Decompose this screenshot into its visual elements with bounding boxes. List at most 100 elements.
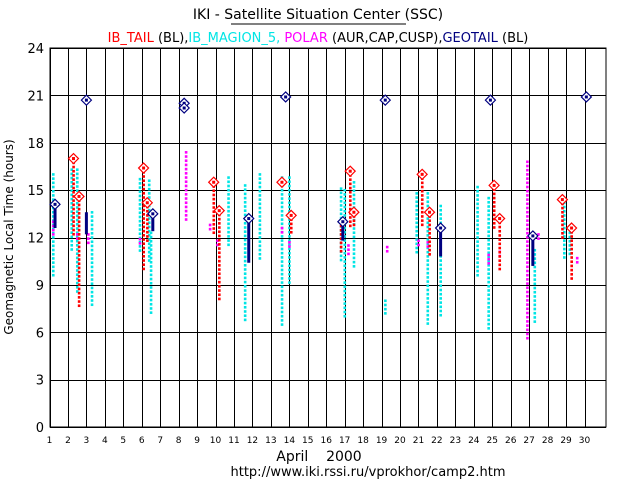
ib-magion-5-point — [280, 239, 284, 242]
ib-magion-5-point — [415, 221, 419, 225]
ib-magion-5-point — [147, 234, 151, 237]
ib-magion-5-point — [243, 242, 247, 246]
ib-tail-point — [561, 227, 564, 231]
ib-magion-5-point — [426, 192, 430, 195]
ib-tail-point — [146, 230, 149, 234]
ib-magion-5-point — [258, 252, 262, 256]
polar-point — [184, 176, 188, 179]
ib-tail-marker-center — [142, 166, 146, 170]
ib-magion-5-point — [288, 188, 291, 192]
ib-magion-5-point — [258, 215, 262, 218]
ib-magion-5-point — [487, 318, 490, 322]
ib-tail-point — [570, 273, 573, 276]
ib-tail-point — [420, 215, 424, 218]
ib-tail-point — [218, 276, 221, 280]
ib-magion-5-point — [476, 194, 479, 197]
ib-magion-5-point — [487, 264, 490, 267]
x-tick-label: 25 — [487, 436, 498, 446]
polar-point — [526, 244, 529, 248]
polar-point — [526, 336, 529, 340]
ib-magion-5-point — [280, 319, 284, 322]
ib-tail-point — [428, 253, 431, 256]
ib-tail-point — [492, 200, 496, 204]
ib-magion-5-point — [533, 307, 537, 311]
polar-point — [526, 231, 529, 235]
ib-magion-5-point — [70, 222, 74, 226]
ib-magion-5-point — [227, 193, 230, 196]
polar-point — [526, 164, 529, 168]
polar-point — [87, 233, 90, 236]
ib-magion-5-point — [533, 311, 537, 315]
ib-magion-5-point — [426, 309, 430, 313]
ib-tail-marker-center — [570, 226, 574, 230]
ib-magion-5-point — [90, 248, 94, 252]
ib-tail-point — [492, 226, 496, 229]
legend-geotail-suffix: (BL) — [498, 31, 528, 46]
ib-magion-5-point — [149, 269, 153, 272]
ib-magion-5-point — [149, 294, 153, 298]
ib-magion-5-point — [415, 196, 419, 199]
x-tick-label: 21 — [413, 436, 424, 446]
ib-magion-5-point — [75, 285, 79, 289]
polar-point — [184, 197, 188, 200]
ib-magion-5-point — [258, 240, 262, 243]
ib-tail-marker-center — [348, 169, 352, 173]
ib-magion-5-point — [70, 227, 74, 230]
ib-magion-5-point — [51, 244, 55, 248]
ib-tail-point — [77, 224, 81, 228]
ib-magion-5-point — [75, 243, 79, 247]
ib-magion-5-point — [51, 185, 55, 189]
ib-magion-5-point — [75, 222, 79, 226]
ib-magion-5-point — [90, 286, 94, 290]
ib-tail-point — [218, 264, 221, 267]
ib-magion-5-point — [339, 191, 343, 195]
ib-magion-5-point — [280, 277, 284, 280]
ib-tail-point — [72, 224, 75, 228]
ib-magion-5-point — [90, 219, 94, 223]
source-url[interactable]: http://www.iki.rssi.ru/vprokhor/camp2.ht… — [231, 465, 506, 480]
polar-point — [347, 248, 350, 251]
ib-magion-5-point — [227, 184, 230, 188]
ib-magion-5-point — [138, 249, 142, 252]
ib-magion-5-point — [227, 180, 230, 184]
ib-magion-5-point — [487, 280, 490, 284]
ib-magion-5-point — [476, 273, 479, 277]
ib-tail-point — [420, 206, 424, 210]
polar-point — [347, 244, 350, 247]
ib-tail-point — [349, 182, 352, 186]
ib-tail-point — [492, 217, 496, 221]
ib-magion-5-point — [288, 268, 291, 272]
ib-magion-5-point — [51, 269, 55, 273]
ib-magion-5-point — [339, 208, 343, 211]
ib-magion-5-point — [138, 194, 142, 198]
ib-magion-5-point — [227, 218, 230, 221]
ib-magion-5-point — [426, 301, 430, 304]
x-tick-label: 30 — [579, 436, 591, 446]
ib-magion-5-point — [280, 247, 284, 251]
polar-point — [526, 168, 529, 172]
polar-point — [526, 227, 529, 231]
polar-point — [208, 227, 212, 231]
ib-tail-point — [218, 226, 221, 229]
polar-point — [51, 224, 55, 228]
ib-magion-5-point — [138, 207, 142, 210]
ib-magion-5-point — [476, 248, 479, 252]
ib-tail-point — [77, 296, 81, 299]
polar-point — [526, 261, 529, 264]
ib-magion-5-point — [149, 235, 153, 239]
x-tick-label: 6 — [139, 436, 145, 446]
ib-magion-5-point — [258, 236, 262, 239]
ib-tail-point — [142, 221, 145, 225]
ib-magion-5-point — [426, 313, 430, 317]
ib-magion-5-point — [75, 281, 79, 285]
ib-magion-5-point — [147, 192, 151, 195]
ib-magion-5-point — [426, 305, 430, 309]
ib-magion-5-point — [476, 265, 479, 269]
ib-magion-5-point — [487, 238, 490, 242]
ib-magion-5-point — [487, 222, 490, 225]
ib-tail-point — [352, 219, 356, 223]
ib-magion-5-point — [227, 243, 230, 247]
ib-magion-5-point — [352, 256, 356, 260]
ib-magion-5-point — [147, 229, 151, 233]
ib-magion-5-point — [280, 268, 284, 272]
